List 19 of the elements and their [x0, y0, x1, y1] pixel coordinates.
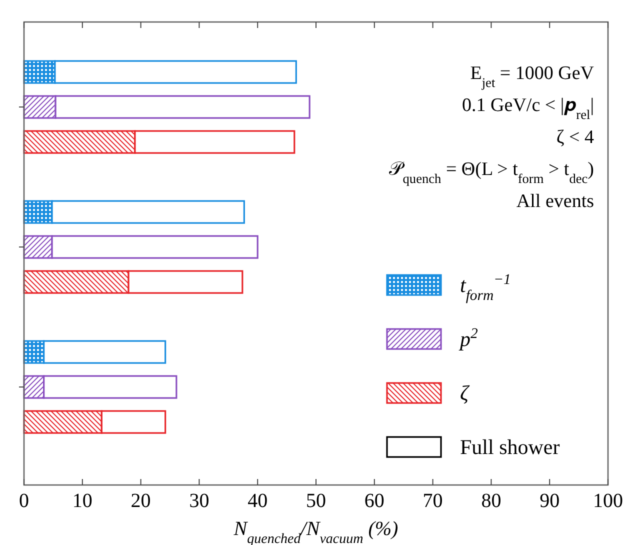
x-tick-label: 20: [130, 490, 151, 512]
x-tick-label: 30: [189, 490, 210, 512]
x-tick-label: 10: [72, 490, 92, 512]
annotation: ζ < 4: [556, 127, 594, 148]
annotation: 𝒫$_{quench}$ = Θ(L > t$_{form}$ > t$_{dec}$): [388, 159, 594, 186]
x-tick-label: 60: [364, 490, 384, 512]
text: Full shower: [460, 435, 560, 459]
legend-label: ζ: [460, 381, 470, 405]
x-tick-label: 70: [422, 490, 443, 512]
x-tick-label: 40: [248, 490, 268, 512]
x-tick-label: 50: [306, 490, 326, 512]
x-tick-label: 90: [540, 490, 560, 512]
annotation: E$_{jet}$ = 1000 GeV: [470, 63, 594, 90]
x-tick-label: 80: [481, 490, 502, 512]
x-tick-label: 0: [19, 490, 29, 512]
legend-label: p$^{2}$: [458, 326, 478, 351]
annotation: All events: [516, 191, 594, 212]
annotation: 0.1 GeV/c < |𝒑$_{rel}$|: [462, 95, 594, 122]
x-tick-label: 100: [593, 490, 623, 512]
